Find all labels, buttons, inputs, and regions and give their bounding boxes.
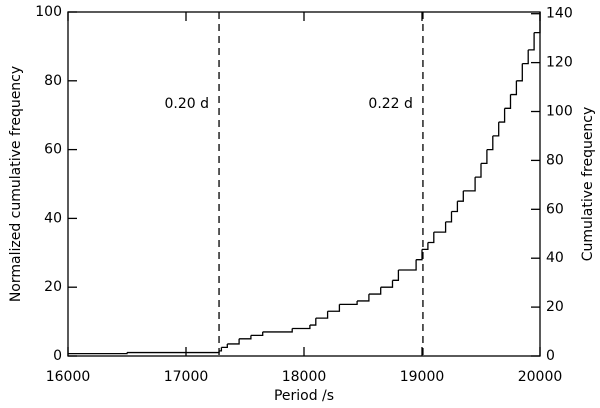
step-segment <box>510 80 518 96</box>
step-segment <box>398 259 417 271</box>
step-segment <box>481 149 488 165</box>
step-segment <box>433 221 447 233</box>
step-segment <box>221 343 228 349</box>
step-segment <box>504 94 512 109</box>
y2-tick-label: 60 <box>546 201 564 217</box>
x-axis-label: Period /s <box>274 388 334 404</box>
y2-axis-label: Cumulative frequency <box>580 107 596 262</box>
x-tick-label: 16000 <box>46 369 91 385</box>
step-segment <box>309 318 317 326</box>
step-segment <box>445 211 453 223</box>
step-segment <box>392 270 400 281</box>
step-segment <box>357 294 370 302</box>
step-segment <box>528 32 535 51</box>
step-segment <box>250 331 264 337</box>
step-segment <box>422 242 429 251</box>
step-segment <box>534 12 541 34</box>
step-segment <box>463 177 476 192</box>
y-tick-label: 0 <box>53 348 62 364</box>
step-segment <box>457 190 464 202</box>
step-segment <box>451 201 459 213</box>
step-segment <box>427 232 435 244</box>
annotation: 0.22 d <box>368 96 413 112</box>
step-segment <box>262 328 293 333</box>
step-segment <box>327 304 341 312</box>
step-segment <box>475 163 482 178</box>
y2-tick-label: 40 <box>546 250 564 266</box>
y-tick-label: 20 <box>44 279 62 295</box>
step-segment <box>416 249 423 261</box>
y2-tick-label: 20 <box>546 299 564 315</box>
step-segment <box>339 300 358 306</box>
step-segment <box>380 280 394 288</box>
step-segment <box>127 350 220 354</box>
y-axis-label: Normalized cumulative frequency <box>8 66 24 302</box>
x-tick-label: 17000 <box>164 369 209 385</box>
plot-frame <box>67 11 541 357</box>
x-tick-label: 19000 <box>400 369 445 385</box>
y2-tick-label: 140 <box>546 6 573 22</box>
step-segment <box>498 108 506 123</box>
step-segment <box>486 135 494 151</box>
y2-tick-label: 0 <box>546 348 555 364</box>
y-tick-label: 80 <box>44 73 62 89</box>
y2-tick-label: 120 <box>546 55 573 71</box>
y-tick-label: 60 <box>44 142 62 158</box>
step-segment <box>492 122 500 137</box>
x-tick-label: 18000 <box>282 369 327 385</box>
step-segment <box>239 335 252 340</box>
step-segment <box>315 311 329 319</box>
y-tick-label: 100 <box>35 4 62 20</box>
step-segment <box>219 347 223 352</box>
x-tick-label: 20000 <box>518 369 563 385</box>
step-segment <box>516 63 523 82</box>
y2-tick-label: 100 <box>546 104 573 120</box>
step-segment <box>292 325 311 330</box>
step-segment <box>68 352 128 355</box>
y-tick-label: 40 <box>44 210 62 226</box>
step-segment <box>227 338 240 345</box>
step-segment <box>522 49 529 65</box>
y2-tick-label: 80 <box>546 152 564 168</box>
step-segment <box>368 287 382 295</box>
annotation: 0.20 d <box>165 96 210 112</box>
